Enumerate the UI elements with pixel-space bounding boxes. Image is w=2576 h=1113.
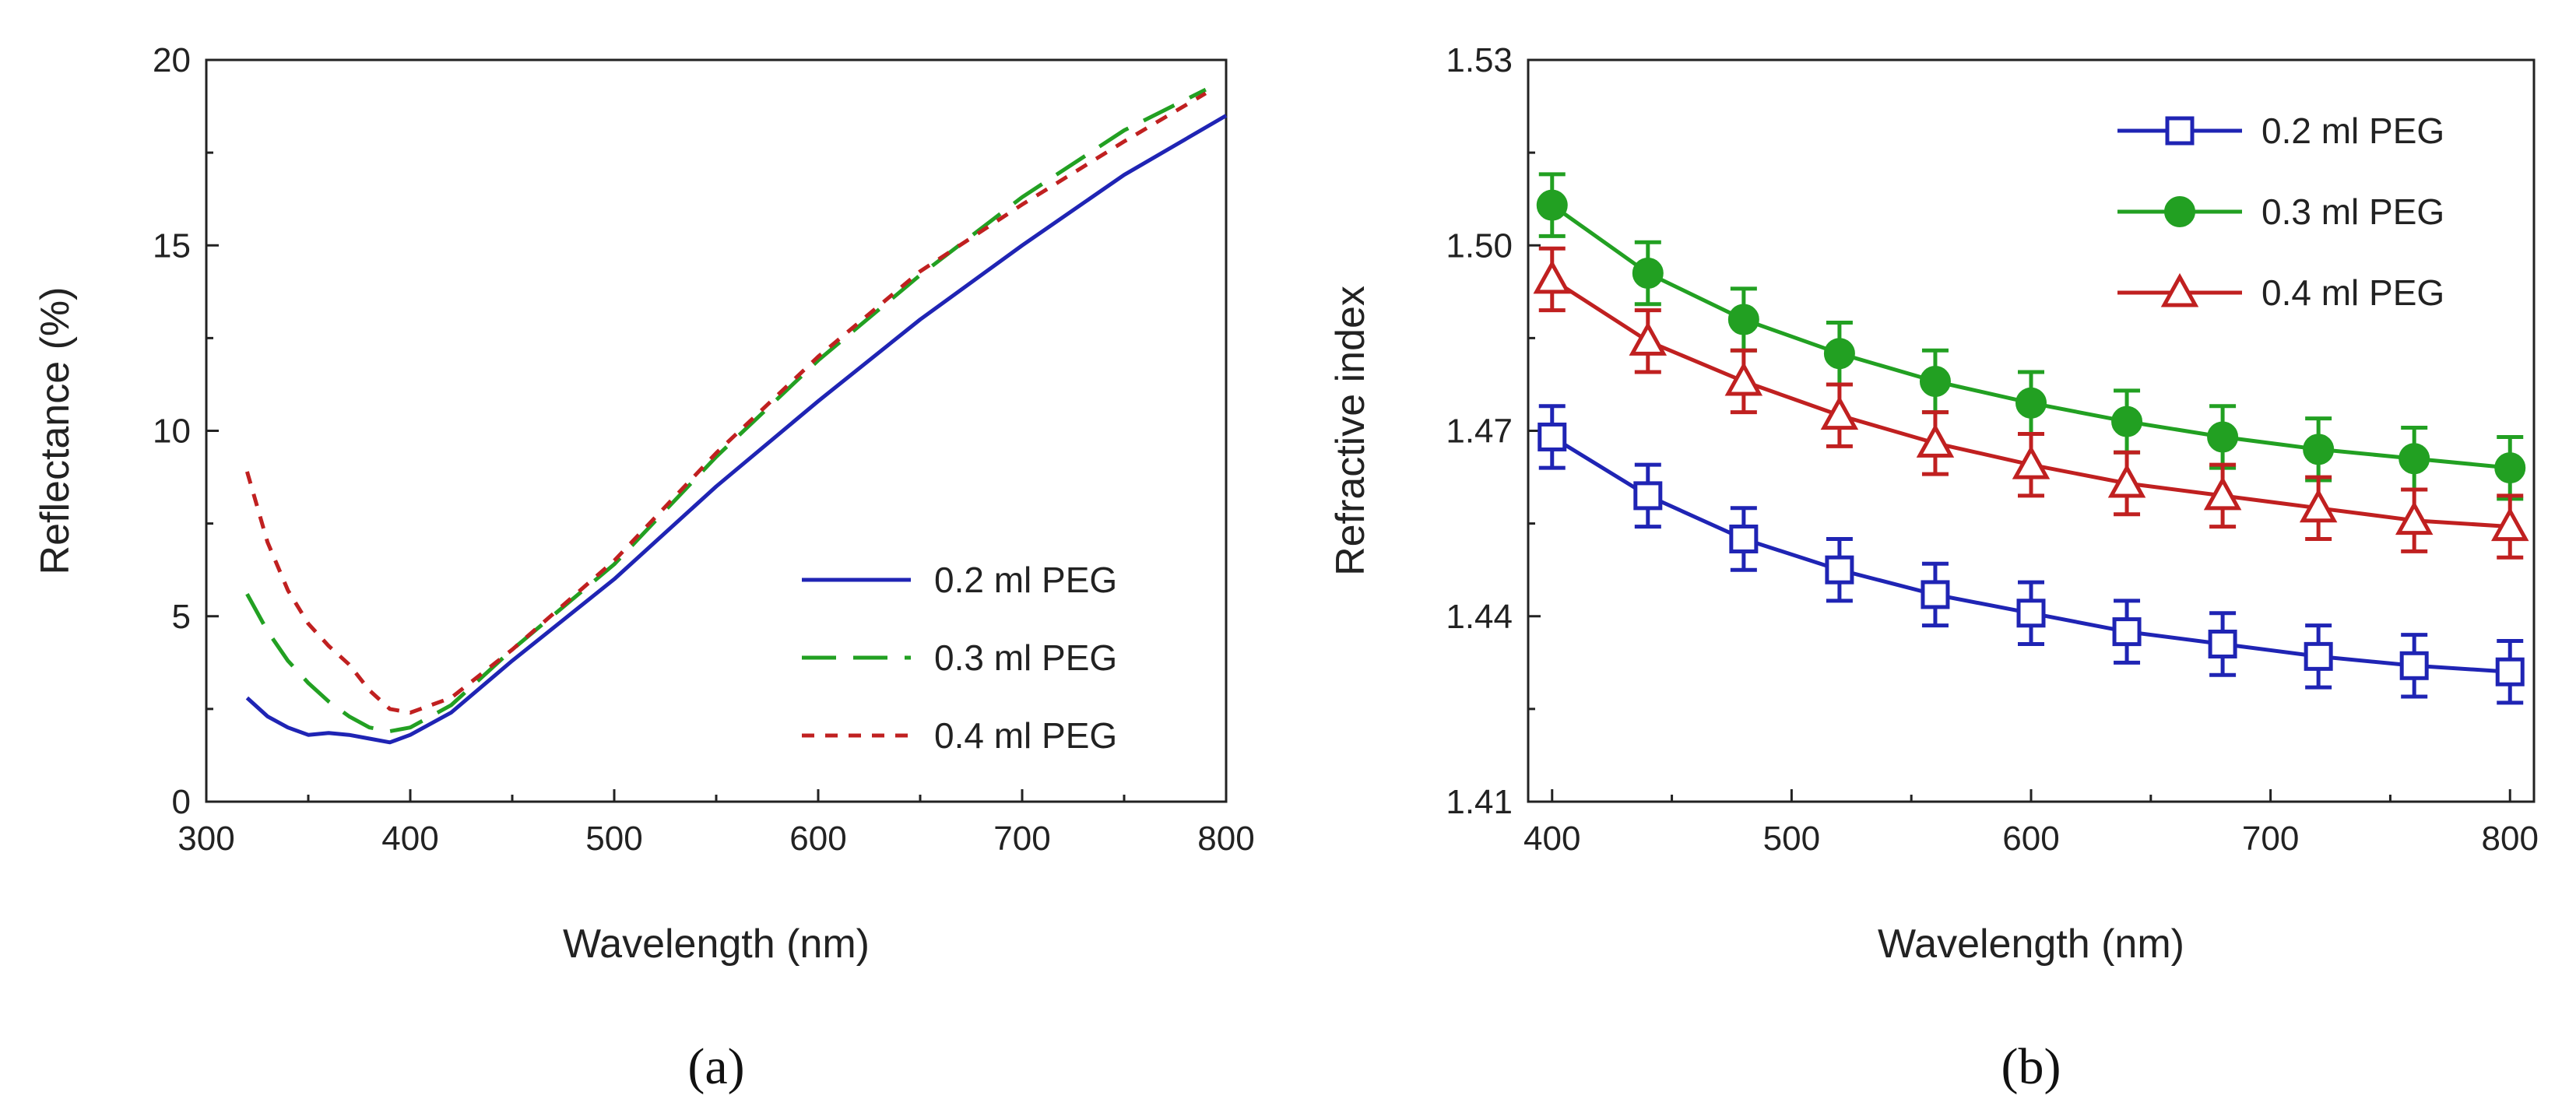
y-tick-label: 1.50 xyxy=(1446,226,1513,265)
legend-marker-1 xyxy=(2165,116,2195,146)
x-tick-label: 800 xyxy=(1197,820,1254,858)
data-point xyxy=(1916,423,1955,458)
data-point xyxy=(2494,452,2526,484)
x-tick-label: 500 xyxy=(1763,820,1820,858)
y-tick-label: 1.53 xyxy=(1446,41,1513,79)
x-tick-label: 600 xyxy=(2002,820,2059,858)
data-point xyxy=(2111,406,2143,437)
panel-label-a: (a) xyxy=(687,1038,744,1095)
data-point xyxy=(2207,421,2239,453)
panel-label-b: (b) xyxy=(2001,1038,2061,1095)
series-line-2 xyxy=(245,87,1207,733)
data-point xyxy=(2303,434,2335,465)
data-point xyxy=(2203,476,2242,511)
series-line-1 xyxy=(245,114,1228,745)
data-point xyxy=(2299,488,2338,523)
x-tick-label: 600 xyxy=(789,820,846,858)
legend-label-3: 0.4 ml PEG xyxy=(934,715,1117,756)
data-point xyxy=(1629,321,1668,356)
data-point xyxy=(1820,395,1859,430)
x-tick-label: 400 xyxy=(1523,820,1580,858)
y-tick-label: 1.47 xyxy=(1446,413,1513,451)
panel-a-reflectance-chart: 300 400 500 600 700 800 0 5 10 15 20 Wavelength (nm… xyxy=(33,41,1255,1095)
legend-label-2: 0.3 ml PEG xyxy=(2261,191,2444,232)
data-point xyxy=(1921,580,1950,609)
data-point xyxy=(2107,463,2146,498)
y-tick-label: 15 xyxy=(153,226,191,265)
x-tick-label: 700 xyxy=(2242,820,2299,858)
data-point xyxy=(2399,651,2429,680)
data-point xyxy=(2304,641,2333,671)
x-tick-label: 800 xyxy=(2482,820,2539,858)
data-point xyxy=(1729,524,1759,553)
y-tick-label: 0 xyxy=(172,783,191,821)
y-tick-label: 20 xyxy=(153,41,191,79)
legend-label-2: 0.3 ml PEG xyxy=(934,637,1117,678)
data-point xyxy=(1823,338,1855,370)
data-point xyxy=(2012,445,2051,479)
legend-label-3: 0.4 ml PEG xyxy=(2261,272,2444,313)
legend-marker-3 xyxy=(2160,272,2199,307)
data-point xyxy=(1724,361,1763,396)
x-tick-label: 500 xyxy=(585,820,642,858)
y-axis-title: Reflectance (%) xyxy=(33,287,78,575)
y-tick-label: 1.41 xyxy=(1446,783,1513,821)
data-point xyxy=(1919,365,1951,397)
legend-label-1: 0.2 ml PEG xyxy=(2261,111,2444,151)
data-point xyxy=(1825,555,1854,585)
data-point xyxy=(2208,629,2237,658)
y-tick-label: 10 xyxy=(153,413,191,451)
data-point xyxy=(2399,443,2430,475)
data-point xyxy=(2112,617,2142,647)
legend-label-1: 0.2 ml PEG xyxy=(934,560,1117,600)
y-tick-label: 5 xyxy=(172,598,191,636)
panel-b-refractive-index-chart: 400 500 600 700 800 1.41 1.44 1.47 1.50 1.53 Wavel… xyxy=(1328,41,2539,1095)
y-axis-title: Refractive index xyxy=(1328,286,1373,576)
legend-marker-2 xyxy=(2164,196,2195,227)
data-point xyxy=(2395,500,2434,535)
x-tick-label: 400 xyxy=(381,820,438,858)
data-point xyxy=(1633,481,1663,511)
data-point xyxy=(2016,599,2046,628)
data-point xyxy=(1533,259,1572,294)
data-point xyxy=(2495,657,2525,686)
data-point xyxy=(1536,189,1568,221)
y-tick-label: 1.44 xyxy=(1446,598,1513,636)
data-point xyxy=(1727,304,1759,335)
x-tick-label: 300 xyxy=(177,820,234,858)
data-point xyxy=(1538,422,1567,451)
x-axis-title: Wavelength (nm) xyxy=(563,922,870,967)
data-point xyxy=(1632,257,1664,289)
data-point xyxy=(2490,507,2529,542)
x-tick-label: 700 xyxy=(993,820,1050,858)
x-axis-title: Wavelength (nm) xyxy=(1878,922,2184,967)
data-point xyxy=(2015,387,2047,419)
